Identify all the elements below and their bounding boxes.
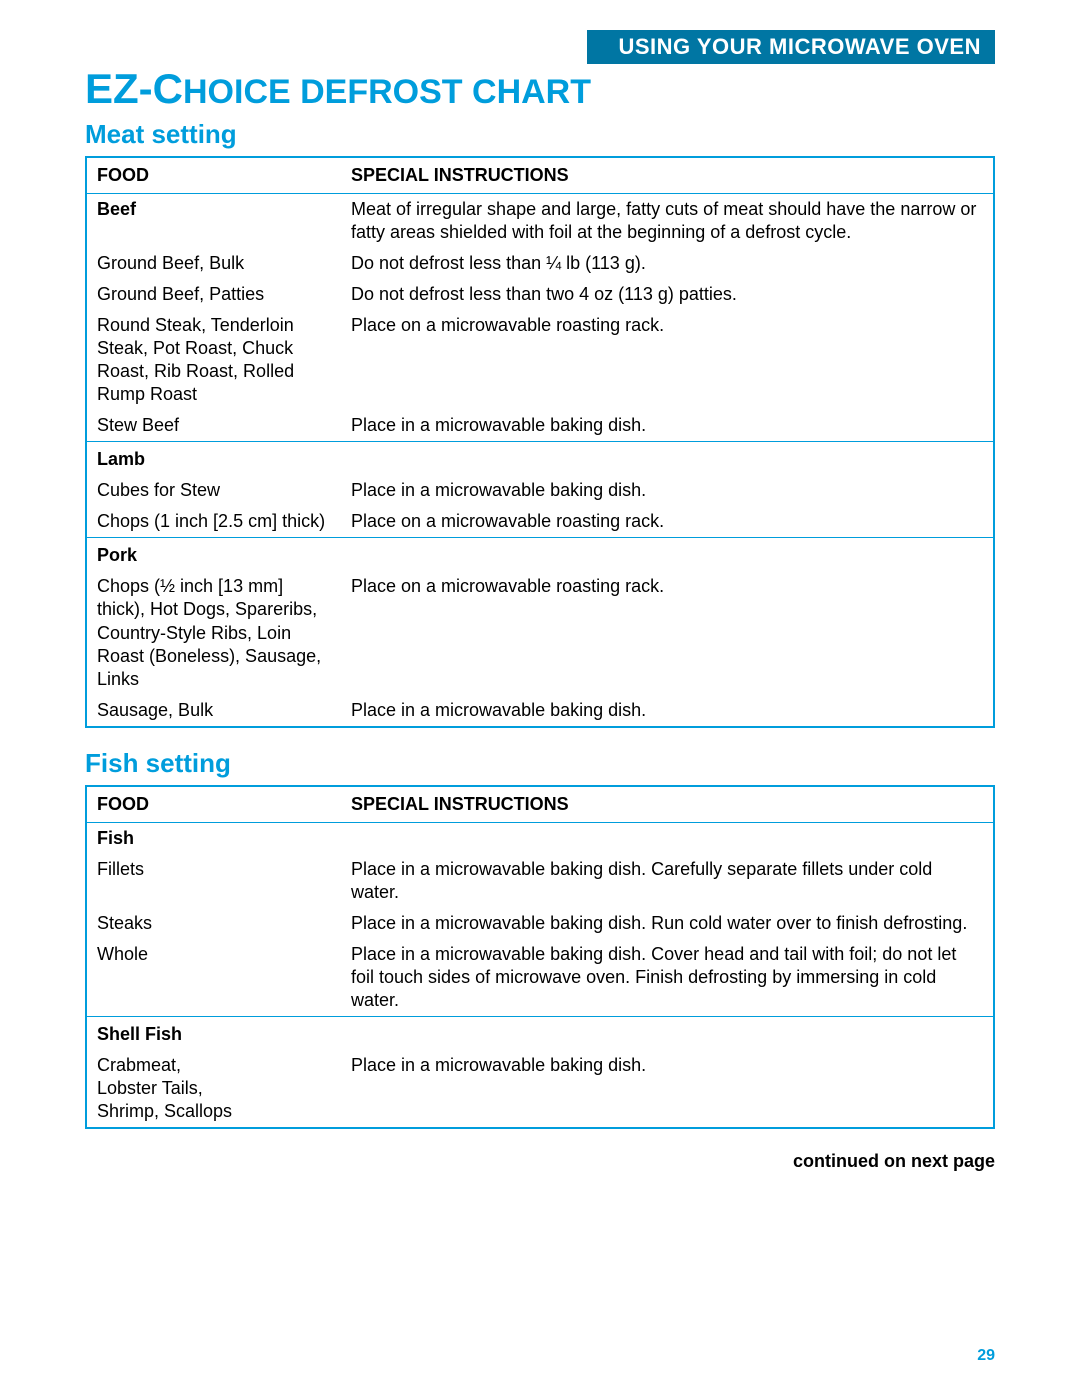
page-number: 29 — [977, 1347, 995, 1365]
instr-cell: Place on a microwavable roasting rack. — [341, 571, 994, 694]
food-cell: Cubes for Stew — [86, 475, 341, 506]
instr-cell: Place on a microwavable roasting rack. — [341, 310, 994, 410]
table-row: Steaks Place in a microwavable baking di… — [86, 908, 994, 939]
col-food: FOOD — [86, 157, 341, 194]
table-row: Round Steak, Tenderloin Steak, Pot Roast… — [86, 310, 994, 410]
food-cell: Crabmeat, Lobster Tails, Shrimp, Scallop… — [86, 1050, 341, 1128]
instr-cell: Do not defrost less than ¼ lb (113 g). — [341, 248, 994, 279]
instr-cell: Place in a microwavable baking dish. — [341, 475, 994, 506]
category-fish: Fish — [86, 822, 341, 854]
table-header-row: FOOD SPECIAL INSTRUCTIONS — [86, 157, 994, 194]
table-row: Stew Beef Place in a microwavable baking… — [86, 410, 994, 442]
page-title-rest: HOICE DEFROST CHART — [183, 73, 591, 111]
instr-cell: Place in a microwavable baking dish. — [341, 1050, 994, 1128]
instr-cell: Place in a microwavable baking dish. — [341, 410, 994, 442]
continued-label: continued on next page — [85, 1151, 995, 1172]
table-row: Lamb — [86, 442, 994, 476]
food-cell: Stew Beef — [86, 410, 341, 442]
section-banner: USING YOUR MICROWAVE OVEN — [587, 30, 995, 64]
instr-cell: Place in a microwavable baking dish. — [341, 695, 994, 727]
page-title-leader: EZ-C — [85, 65, 183, 112]
instr-cell — [341, 1016, 994, 1050]
table-row: Sausage, Bulk Place in a microwavable ba… — [86, 695, 994, 727]
meat-table: FOOD SPECIAL INSTRUCTIONS Beef Meat of i… — [85, 156, 995, 728]
table-row: Fillets Place in a microwavable baking d… — [86, 854, 994, 908]
col-food: FOOD — [86, 786, 341, 823]
instr-cell — [341, 538, 994, 572]
table-row: Pork — [86, 538, 994, 572]
instr-cell: Place in a microwavable baking dish. Cov… — [341, 939, 994, 1017]
table-header-row: FOOD SPECIAL INSTRUCTIONS — [86, 786, 994, 823]
category-pork: Pork — [86, 538, 341, 572]
food-cell: Chops (1 inch [2.5 cm] thick) — [86, 506, 341, 538]
category-beef-desc: Meat of irregular shape and large, fatty… — [341, 194, 994, 249]
food-cell: Round Steak, Tenderloin Steak, Pot Roast… — [86, 310, 341, 410]
table-row: Whole Place in a microwavable baking dis… — [86, 939, 994, 1017]
table-row: Ground Beef, Patties Do not defrost less… — [86, 279, 994, 310]
food-cell: Fillets — [86, 854, 341, 908]
instr-cell — [341, 442, 994, 476]
instr-cell: Do not defrost less than two 4 oz (113 g… — [341, 279, 994, 310]
food-cell: Ground Beef, Patties — [86, 279, 341, 310]
col-instructions: SPECIAL INSTRUCTIONS — [341, 157, 994, 194]
table-row: Shell Fish — [86, 1016, 994, 1050]
instr-cell — [341, 822, 994, 854]
food-cell: Ground Beef, Bulk — [86, 248, 341, 279]
category-lamb: Lamb — [86, 442, 341, 476]
instr-cell: Place on a microwavable roasting rack. — [341, 506, 994, 538]
food-cell: Whole — [86, 939, 341, 1017]
instr-cell: Place in a microwavable baking dish. Car… — [341, 854, 994, 908]
table-row: Beef Meat of irregular shape and large, … — [86, 194, 994, 249]
meat-heading: Meat setting — [85, 119, 995, 150]
table-row: Fish — [86, 822, 994, 854]
col-instructions: SPECIAL INSTRUCTIONS — [341, 786, 994, 823]
category-beef: Beef — [86, 194, 341, 249]
food-cell: Chops (½ inch [13 mm] thick), Hot Dogs, … — [86, 571, 341, 694]
instr-cell: Place in a microwavable baking dish. Run… — [341, 908, 994, 939]
fish-heading: Fish setting — [85, 748, 995, 779]
page-title: EZ-CHOICE DEFROST CHART — [85, 65, 995, 113]
fish-table: FOOD SPECIAL INSTRUCTIONS Fish Fillets P… — [85, 785, 995, 1129]
table-row: Ground Beef, Bulk Do not defrost less th… — [86, 248, 994, 279]
food-cell: Sausage, Bulk — [86, 695, 341, 727]
food-cell: Steaks — [86, 908, 341, 939]
table-row: Chops (1 inch [2.5 cm] thick) Place on a… — [86, 506, 994, 538]
table-row: Chops (½ inch [13 mm] thick), Hot Dogs, … — [86, 571, 994, 694]
category-shell-fish: Shell Fish — [86, 1016, 341, 1050]
table-row: Crabmeat, Lobster Tails, Shrimp, Scallop… — [86, 1050, 994, 1128]
table-row: Cubes for Stew Place in a microwavable b… — [86, 475, 994, 506]
